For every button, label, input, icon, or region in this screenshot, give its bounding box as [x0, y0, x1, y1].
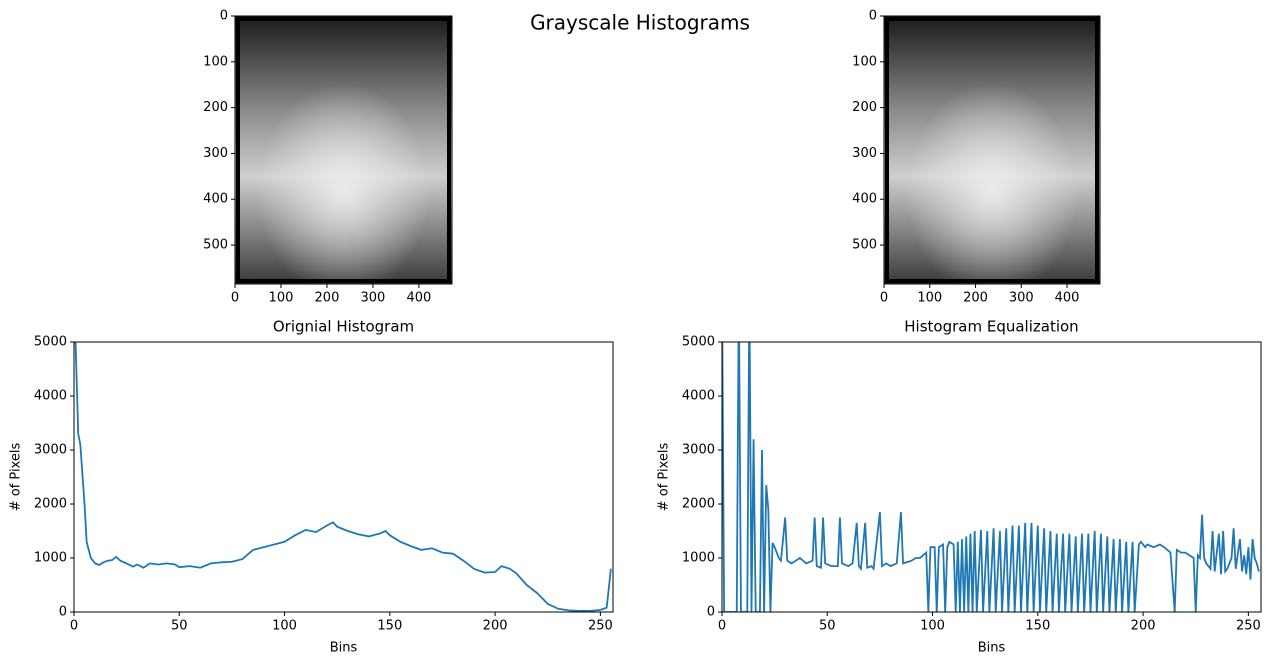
- x-tick-label: 100: [920, 619, 945, 634]
- x-tick-label: 250: [588, 619, 613, 634]
- y-tick-label: 4000: [34, 389, 67, 404]
- axes-frame: [234, 15, 453, 285]
- image-border: [236, 17, 451, 283]
- figure-title: Grayscale Histograms: [530, 11, 750, 35]
- x-tick-label: 300: [1009, 291, 1034, 306]
- axes-frame: [883, 15, 1101, 285]
- x-tick-label: 150: [1025, 619, 1050, 634]
- y-tick-label: 4000: [682, 389, 715, 404]
- x-tick-label: 300: [361, 291, 386, 306]
- line: [74, 342, 612, 612]
- x-tick-label: 200: [315, 291, 340, 306]
- x-tick-label: 50: [171, 619, 188, 634]
- y-tick-label: 400: [203, 192, 228, 207]
- y-tick-label: 3000: [682, 443, 715, 458]
- y-tick-label: 200: [852, 100, 877, 115]
- axes-title: Histogram Equalization: [904, 318, 1078, 336]
- y-tick-label: 0: [220, 9, 228, 24]
- image-highlight: [884, 16, 1100, 284]
- y-tick-label: 0: [707, 605, 715, 620]
- y-tick-label: 200: [203, 100, 228, 115]
- y-tick-label: 400: [852, 192, 877, 207]
- x-axis-label: Bins: [330, 641, 358, 656]
- y-tick-label: 100: [203, 54, 228, 69]
- x-tick-label: 0: [718, 619, 726, 634]
- x-tick-label: 400: [1055, 291, 1080, 306]
- x-tick-label: 0: [231, 291, 239, 306]
- y-tick-label: 2000: [682, 497, 715, 512]
- axes-frame: [721, 341, 1262, 613]
- x-tick-label: 100: [917, 291, 942, 306]
- x-axis-label: Bins: [978, 641, 1006, 656]
- x-tick-label: 200: [963, 291, 988, 306]
- image-border: [885, 17, 1099, 283]
- x-tick-label: 400: [406, 291, 431, 306]
- y-tick-label: 0: [59, 605, 67, 620]
- y-tick-label: 300: [852, 146, 877, 161]
- y-tick-label: 1000: [682, 551, 715, 566]
- y-tick-label: 100: [852, 54, 877, 69]
- y-tick-label: 3000: [34, 443, 67, 458]
- x-tick-label: 200: [483, 619, 508, 634]
- y-axis-label: # of Pixels: [657, 443, 672, 512]
- x-tick-label: 0: [70, 619, 78, 634]
- axes-title: Orignial Histogram: [273, 318, 414, 336]
- x-tick-label: 50: [819, 619, 836, 634]
- y-tick-label: 500: [203, 238, 228, 253]
- y-tick-label: 500: [852, 238, 877, 253]
- y-tick-label: 5000: [682, 335, 715, 350]
- x-tick-label: 200: [1131, 619, 1156, 634]
- axes-frame: [73, 341, 614, 613]
- y-tick-label: 300: [203, 146, 228, 161]
- x-tick-label: 100: [269, 291, 294, 306]
- x-tick-label: 0: [880, 291, 888, 306]
- y-axis-label: # of Pixels: [9, 443, 24, 512]
- x-tick-label: 150: [377, 619, 402, 634]
- image-highlight: [235, 16, 452, 284]
- line: [722, 342, 1260, 612]
- y-tick-label: 5000: [34, 335, 67, 350]
- y-tick-label: 0: [869, 9, 877, 24]
- x-tick-label: 100: [272, 619, 297, 634]
- y-tick-label: 1000: [34, 551, 67, 566]
- x-tick-label: 250: [1236, 619, 1261, 634]
- y-tick-label: 2000: [34, 497, 67, 512]
